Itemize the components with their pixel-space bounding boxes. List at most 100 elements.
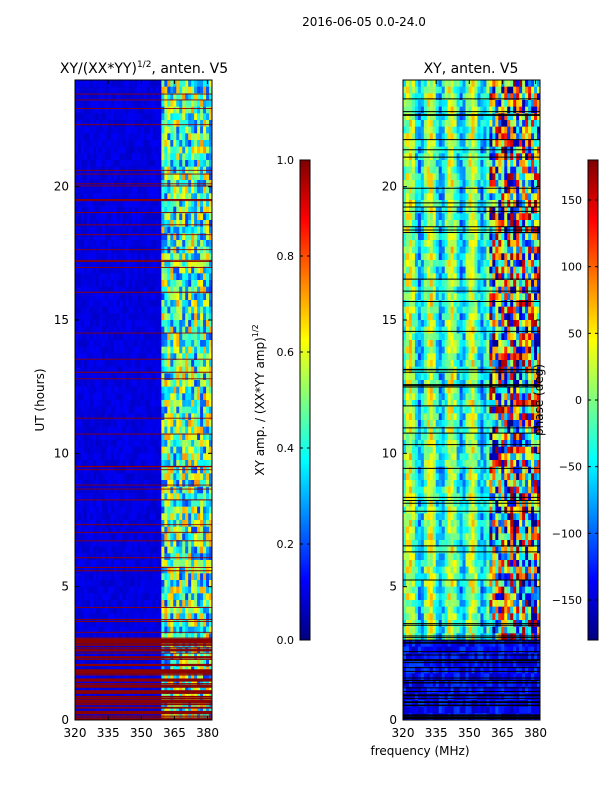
heatmap-cell <box>161 320 165 328</box>
heatmap-cell <box>188 240 192 248</box>
heatmap-cell <box>83 80 88 88</box>
heatmap-cell <box>143 333 147 341</box>
heatmap-cell <box>170 406 174 414</box>
heatmap-cell <box>188 506 192 514</box>
heatmap-cell <box>170 593 174 601</box>
heatmap-cell <box>149 313 153 321</box>
heatmap-cell <box>179 226 183 234</box>
heatmap-cell <box>140 313 144 321</box>
heatmap-cell <box>185 413 189 421</box>
heatmap-cell <box>77 706 82 714</box>
heatmap-cell <box>525 126 529 134</box>
heatmap-cell <box>170 600 174 608</box>
heatmap-cell <box>194 253 198 261</box>
heatmap-cell <box>116 673 121 681</box>
heatmap-cell <box>131 526 135 534</box>
heatmap-cell <box>140 546 144 554</box>
heatmap-cell <box>176 560 180 568</box>
heatmap-cell <box>104 266 109 274</box>
heatmap-cell <box>137 266 141 274</box>
heatmap-cell <box>89 540 94 548</box>
heatmap-cell <box>492 106 496 114</box>
heatmap-cell <box>164 340 168 348</box>
heatmap-cell <box>122 586 127 594</box>
heatmap-cell <box>450 86 455 94</box>
heatmap-cell <box>182 346 186 354</box>
heatmap-cell <box>194 540 198 548</box>
heatmap-cell <box>209 273 213 281</box>
heatmap-cell <box>188 286 192 294</box>
heatmap-cell <box>197 133 201 141</box>
heatmap-cell <box>98 320 103 328</box>
heatmap-cell <box>158 706 162 714</box>
heatmap-cell <box>158 86 162 94</box>
heatmap-cell <box>161 513 165 521</box>
heatmap-cell <box>185 420 189 428</box>
heatmap-cell <box>194 393 198 401</box>
heatmap-cell <box>110 606 115 614</box>
heatmap-cell <box>441 133 446 141</box>
heatmap-cell <box>77 686 82 694</box>
heatmap-cell <box>462 100 466 108</box>
heatmap-cell <box>468 126 472 134</box>
heatmap-cell <box>143 373 147 381</box>
heatmap-cell <box>182 380 186 388</box>
heatmap-cell <box>152 393 156 401</box>
heatmap-cell <box>155 613 159 621</box>
heatmap-cell <box>83 453 88 461</box>
heatmap-cell <box>179 480 183 488</box>
heatmap-cell <box>128 273 132 281</box>
heatmap-cell <box>134 426 138 434</box>
heatmap-cell <box>83 233 88 241</box>
heatmap-cell <box>203 553 207 561</box>
heatmap-cell <box>405 106 410 114</box>
heatmap-cell <box>173 566 177 574</box>
heatmap-cell <box>146 280 150 288</box>
heatmap-cell <box>83 580 88 588</box>
heatmap-cell <box>83 93 88 101</box>
heatmap-cell <box>155 540 159 548</box>
heatmap-cell <box>77 153 82 161</box>
heatmap-cell <box>179 573 183 581</box>
heatmap-cell <box>188 260 192 268</box>
heatmap-cell <box>185 220 189 228</box>
heatmap-cell <box>504 106 508 114</box>
heatmap-cell <box>194 500 198 508</box>
heatmap-cell <box>110 433 115 441</box>
heatmap-cell <box>86 473 91 481</box>
heatmap-cell <box>125 660 130 668</box>
heatmap-cell <box>77 553 82 561</box>
heatmap-cell <box>149 153 153 161</box>
heatmap-cell <box>456 113 460 121</box>
heatmap-cell <box>146 273 150 281</box>
heatmap-cell <box>77 246 82 254</box>
heatmap-cell <box>110 593 115 601</box>
heatmap-cell <box>77 266 82 274</box>
heatmap-cell <box>134 580 138 588</box>
heatmap-cell <box>77 120 82 128</box>
heatmap-cell <box>152 286 156 294</box>
heatmap-cell <box>137 613 141 621</box>
heatmap-cell <box>182 540 186 548</box>
heatmap-cell <box>176 300 180 308</box>
heatmap-cell <box>188 213 192 221</box>
heatmap-cell <box>414 120 419 128</box>
heatmap-cell <box>158 306 162 314</box>
heatmap-cell <box>80 520 85 528</box>
heatmap-cell <box>104 133 109 141</box>
heatmap-cell <box>173 313 177 321</box>
heatmap-cell <box>122 606 127 614</box>
heatmap-cell <box>110 486 115 494</box>
heatmap-cell <box>98 206 103 214</box>
heatmap-cell <box>128 633 132 641</box>
heatmap-cell <box>155 386 159 394</box>
heatmap-cell <box>107 106 112 114</box>
heatmap-cell <box>155 360 159 368</box>
heatmap-cell <box>203 126 207 134</box>
heatmap-cell <box>146 553 150 561</box>
heatmap-cell <box>188 226 192 234</box>
heatmap-cell <box>200 106 204 114</box>
heatmap-cell <box>459 93 463 101</box>
heatmap-cell <box>152 240 156 248</box>
